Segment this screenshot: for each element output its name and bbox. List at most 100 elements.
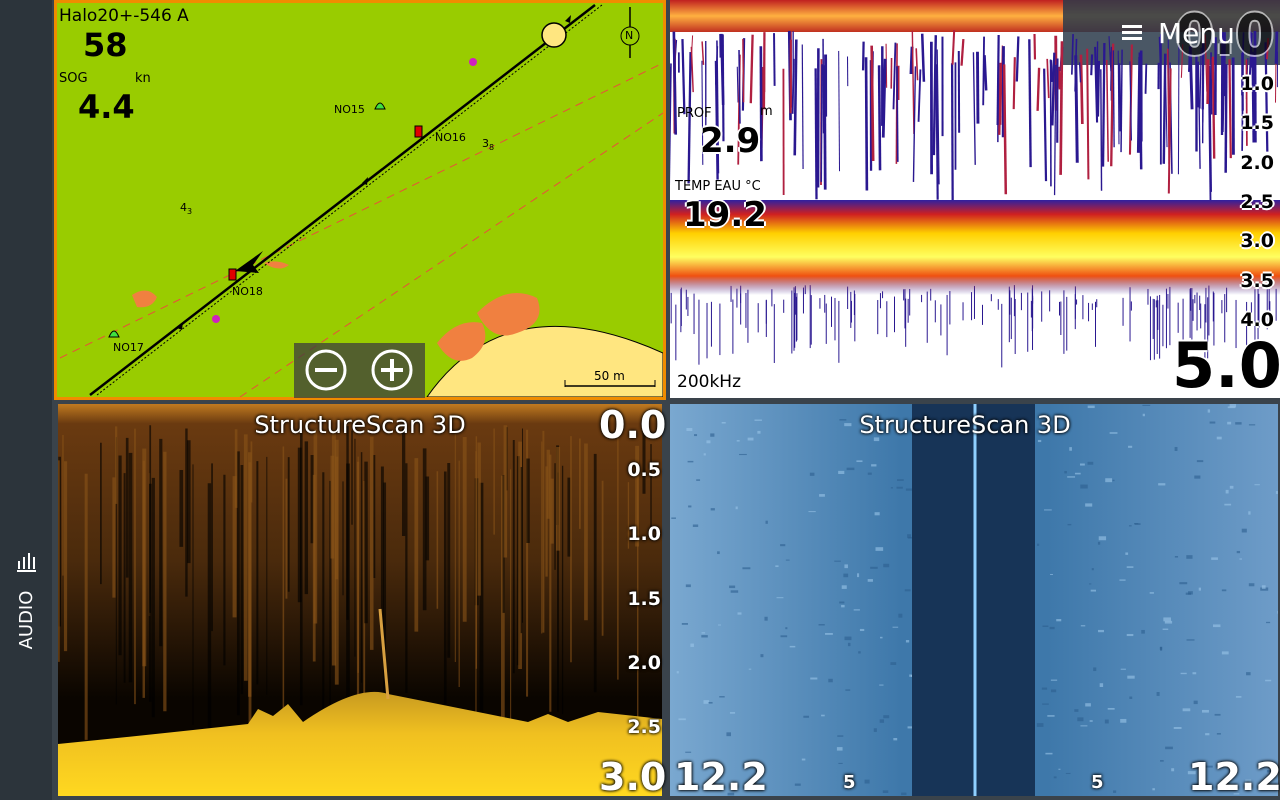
sidescan-texture [1097, 541, 1101, 545]
sonar-echo [716, 40, 720, 174]
sidescan-texture [907, 726, 914, 729]
sidescan-texture [867, 472, 872, 475]
sidescan-texture [1064, 470, 1067, 474]
sidescan-texture [729, 712, 736, 714]
sidescan-texture [907, 534, 912, 539]
sidescan-texture [864, 779, 870, 784]
sidescan-texture [1207, 409, 1211, 413]
sonar-echo [909, 46, 914, 75]
sidescan-texture [708, 763, 716, 767]
sonar-echo [972, 52, 976, 165]
sog-value: 4.4 [78, 88, 135, 126]
sonar-echo [877, 65, 882, 171]
sidescan-texture [841, 604, 845, 608]
sidescan-texture [785, 627, 788, 630]
sidescan-texture [1087, 405, 1095, 409]
sidescan-texture [701, 632, 706, 634]
sidescan-texture [893, 738, 898, 741]
depth-scale-label: 2.0 [1240, 151, 1274, 174]
sonar-echo [838, 50, 841, 172]
sidescan-texture [1105, 478, 1113, 483]
sidescan-texture [879, 684, 884, 686]
sidescan-view [670, 404, 1278, 796]
sidescan-texture [819, 494, 825, 497]
sidescan-texture [882, 790, 889, 793]
sog-label: SOG [59, 71, 88, 86]
depth-scale-label: 2.5 [1240, 190, 1274, 213]
sidescan-texture [875, 547, 884, 551]
sonar-echo [1201, 35, 1205, 110]
sonar-echo [1221, 39, 1226, 133]
sidescan-texture [753, 786, 757, 789]
sidescan-texture [871, 464, 877, 467]
sidescan-texture [742, 567, 751, 570]
sidescan-texture [843, 573, 849, 578]
sidescan-texture [825, 632, 833, 635]
sidescan-texture [1141, 629, 1145, 634]
temp-value: 19.2 [683, 195, 767, 235]
sonar-echo [1057, 66, 1062, 90]
sidescan-texture [1053, 776, 1057, 779]
sidescan-texture [721, 421, 726, 424]
audio-button[interactable]: AUDIO [16, 590, 37, 650]
depth-scale-label: 1.0 [627, 523, 661, 546]
sonar-echo [1167, 68, 1172, 194]
sidescan-texture [1088, 583, 1092, 585]
sidescan-texture [1128, 525, 1132, 527]
sonar-echo [1079, 54, 1084, 124]
sonar-echo [736, 66, 739, 103]
sidescan-texture [1248, 583, 1255, 587]
sidescan-texture [719, 696, 725, 698]
sidescan-texture [844, 423, 852, 427]
sidescan-texture [839, 419, 847, 421]
sonar-echo [1002, 64, 1008, 195]
sounding-sub: 8 [489, 143, 495, 153]
sonar-echo [738, 50, 741, 124]
sonar-view [670, 0, 1280, 398]
sidescan-texture [703, 453, 706, 456]
sidescan-texture [883, 715, 890, 719]
chart-map[interactable] [57, 3, 663, 397]
sidescan-texture [1193, 700, 1198, 705]
sidescan-texture [1074, 709, 1079, 712]
sidescan-texture [859, 628, 865, 632]
sonar-echo [701, 41, 705, 65]
source-label: Halo20+-546 A [59, 6, 189, 26]
sidescan-texture [905, 640, 910, 643]
sidescan-texture [1079, 463, 1085, 466]
sidescan-texture [890, 662, 897, 665]
downscan-title: StructureScan 3D [254, 411, 466, 439]
menu-icon[interactable] [1122, 24, 1142, 42]
sidescan-texture [1182, 708, 1191, 712]
sidescan-texture [890, 487, 893, 489]
sonar-echo [793, 39, 798, 156]
sidescan-texture [1126, 633, 1134, 637]
sidescan-texture [1174, 446, 1178, 451]
sidescan-texture [717, 551, 720, 555]
sonar-echo [950, 63, 954, 202]
zoom-in-button[interactable] [370, 348, 414, 392]
sidescan-texture [1162, 628, 1169, 630]
sonar-echo [1100, 69, 1103, 191]
sidescan-texture [1050, 689, 1057, 693]
sidescan-texture [803, 715, 810, 718]
sidescan-texture [1120, 718, 1127, 723]
sidescan-texture [841, 585, 847, 589]
sidescan-texture [1093, 667, 1097, 672]
sonar-echo [1199, 47, 1202, 109]
sidescan-texture [701, 635, 708, 638]
menu-button[interactable]: Menu [1158, 17, 1235, 50]
sonar-echo [1108, 36, 1112, 72]
zoom-out-button[interactable] [304, 348, 348, 392]
depth-scale-label: 4.0 [1240, 308, 1274, 331]
sidescan-texture [858, 651, 861, 654]
sonar-echo [1070, 34, 1074, 75]
sidescan-texture [1241, 528, 1247, 533]
sonar-echo [911, 30, 915, 135]
sidescan-texture [729, 585, 736, 589]
sidescan-texture [1128, 445, 1133, 448]
sidescan-texture [1245, 779, 1252, 784]
depth-label: PROF [677, 106, 712, 121]
sidescan-texture [1235, 696, 1242, 698]
sidescan-texture [1212, 624, 1221, 628]
